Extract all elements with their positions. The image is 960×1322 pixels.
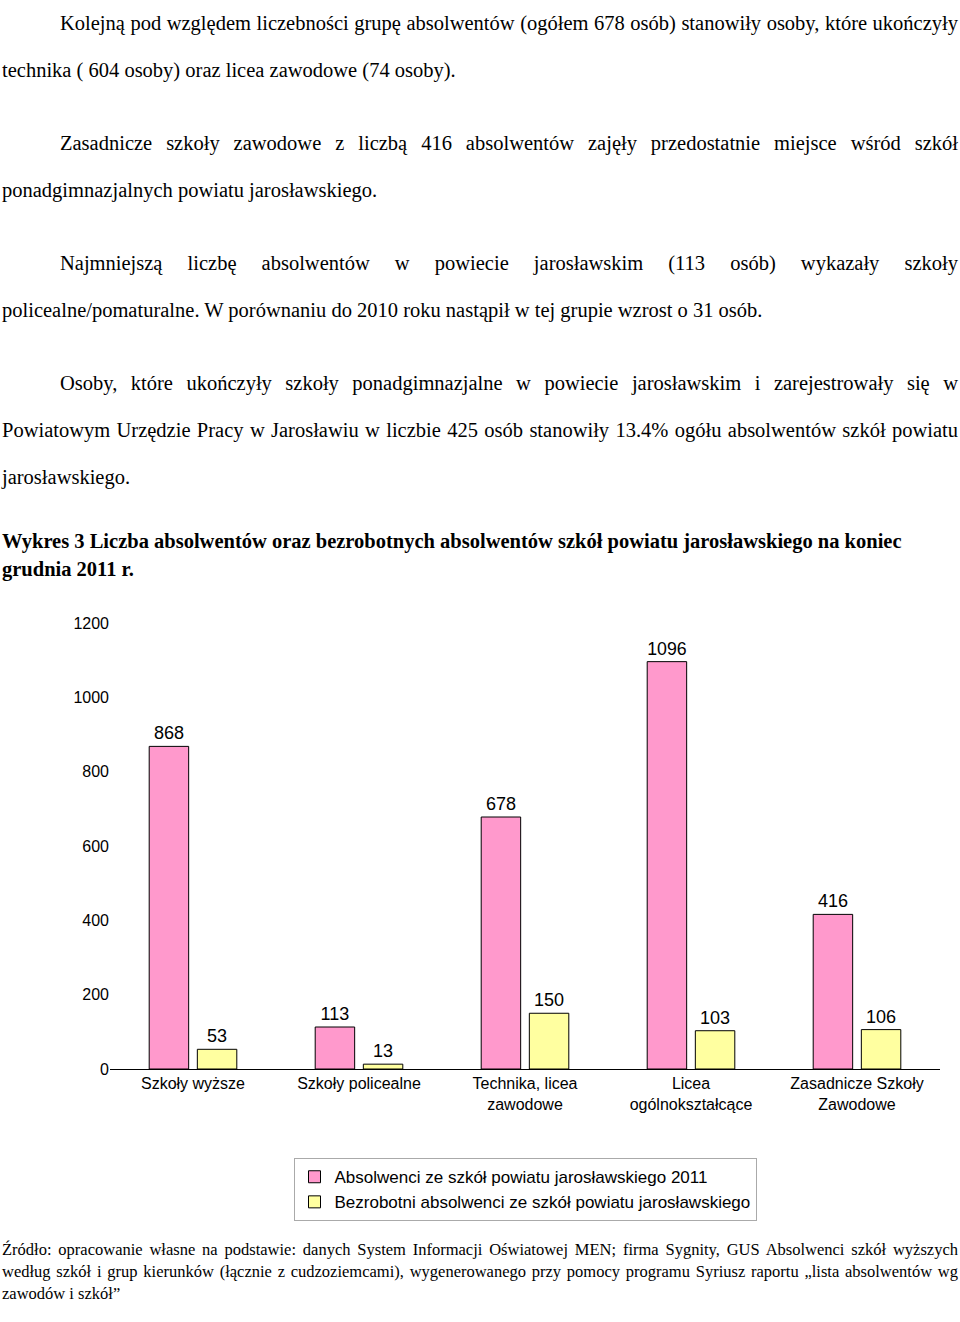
html-text:Źródło: opracowanie własne na: Źródło: opracowanie własne na podstawie:… bbox=[2, 1240, 958, 1303]
svg-text:106: 106 bbox=[866, 1007, 896, 1027]
svg-text:Zasadnicze SzkołyZawodowe: Zasadnicze SzkołyZawodowe bbox=[790, 1075, 923, 1113]
svg-text:400: 400 bbox=[82, 912, 109, 929]
svg-text:800: 800 bbox=[82, 763, 109, 780]
svg-text:Technika, liceazawodowe: Technika, liceazawodowe bbox=[473, 1075, 578, 1113]
svg-text:150: 150 bbox=[534, 990, 564, 1010]
svg-text:600: 600 bbox=[82, 838, 109, 855]
svg-text:1000: 1000 bbox=[73, 689, 109, 706]
html-text:Kolejną pod względem liczebnoś: Kolejną pod względem liczebności grupę a… bbox=[2, 12, 958, 81]
html-text:Wykres 3 Liczba absolwentów or: Wykres 3 Liczba absolwentów oraz bezrobo… bbox=[2, 530, 902, 580]
svg-text:53: 53 bbox=[207, 1026, 227, 1046]
svg-text:416: 416 bbox=[818, 891, 848, 911]
svg-text:113: 113 bbox=[321, 1004, 350, 1024]
svg-text:Absolwenci ze szkół powiatu ja: Absolwenci ze szkół powiatu jarosławskie… bbox=[335, 1168, 708, 1187]
html-text:Osoby, które ukończyły szkoły: Osoby, które ukończyły szkoły ponadgimna… bbox=[2, 372, 958, 488]
svg-text:0: 0 bbox=[100, 1061, 109, 1078]
svg-text:13: 13 bbox=[373, 1041, 393, 1061]
svg-text:Szkoły wyższe: Szkoły wyższe bbox=[141, 1075, 245, 1092]
svg-text:Liceaogólnokształcące: Liceaogólnokształcące bbox=[630, 1075, 753, 1113]
svg-text:103: 103 bbox=[700, 1008, 730, 1028]
html-text:Zasadnicze szkoły zawodowe z l: Zasadnicze szkoły zawodowe z liczbą 416 … bbox=[2, 132, 958, 201]
svg-text:1200: 1200 bbox=[73, 615, 109, 632]
svg-text:868: 868 bbox=[154, 723, 184, 743]
html-text:Najmniejszą liczbę absolwentów: Najmniejszą liczbę absolwentów w powieci… bbox=[2, 252, 958, 321]
svg-text:200: 200 bbox=[82, 986, 109, 1003]
svg-text:Bezrobotni absolwenci ze szkół: Bezrobotni absolwenci ze szkół powiatu j… bbox=[335, 1193, 751, 1212]
svg-text:1096: 1096 bbox=[647, 639, 687, 659]
svg-text:Szkoły policealne: Szkoły policealne bbox=[297, 1075, 421, 1092]
svg-text:678: 678 bbox=[486, 794, 516, 814]
